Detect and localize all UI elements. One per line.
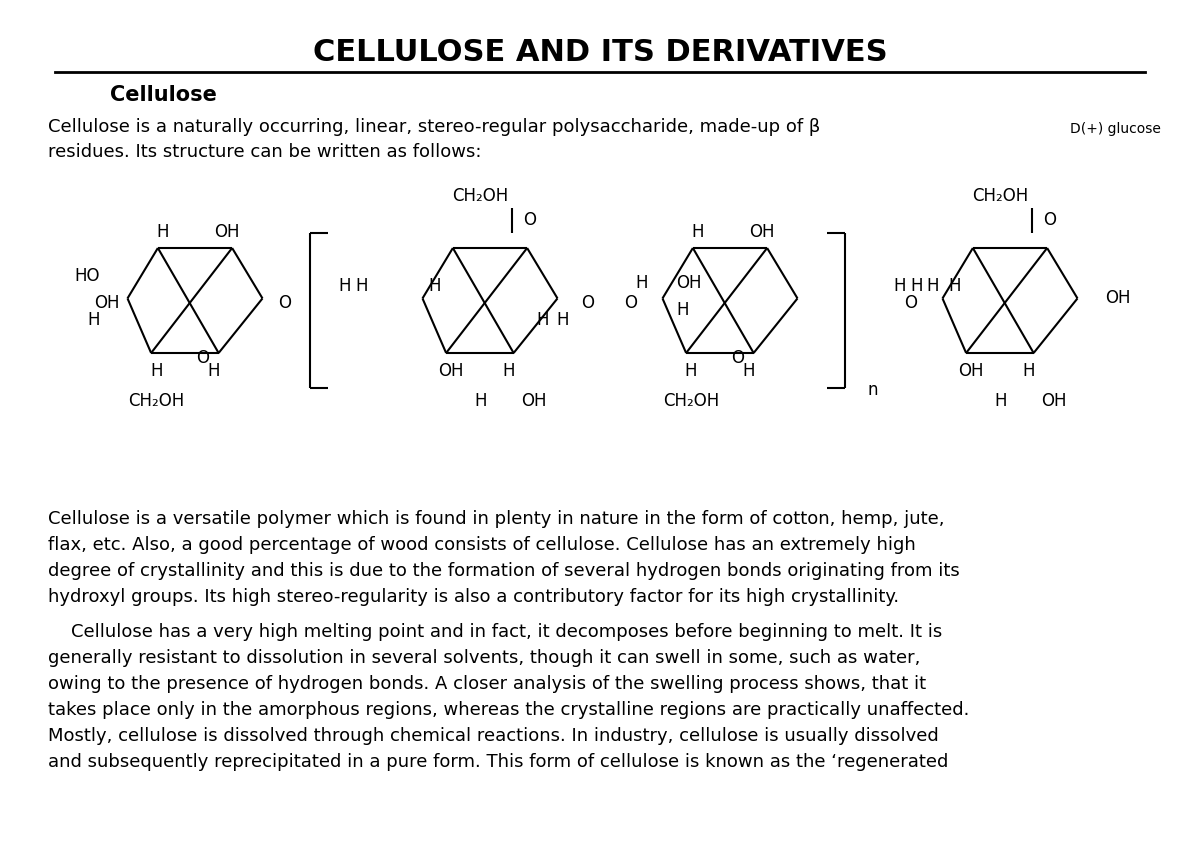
- Text: H: H: [475, 392, 487, 410]
- Text: H: H: [536, 312, 548, 329]
- Text: n: n: [868, 381, 878, 399]
- Text: O: O: [581, 295, 594, 313]
- Text: HO: HO: [74, 267, 100, 285]
- Text: CH₂OH: CH₂OH: [128, 392, 185, 410]
- Text: Cellulose is a versatile polymer which is found in plenty in nature in the form : Cellulose is a versatile polymer which i…: [48, 510, 944, 528]
- Text: H: H: [157, 223, 169, 241]
- Text: Cellulose has a very high melting point and in fact, it decomposes before beginn: Cellulose has a very high melting point …: [48, 623, 942, 641]
- Text: OH: OH: [677, 274, 702, 292]
- Text: degree of crystallinity and this is due to the formation of several hydrogen bon: degree of crystallinity and this is due …: [48, 562, 960, 580]
- Text: generally resistant to dissolution in several solvents, though it can swell in s: generally resistant to dissolution in se…: [48, 649, 920, 667]
- Text: O: O: [278, 295, 292, 313]
- Text: O: O: [624, 295, 637, 313]
- Text: OH: OH: [215, 223, 240, 241]
- Text: Cellulose is a naturally occurring, linear, stereo-regular polysaccharide, made-: Cellulose is a naturally occurring, line…: [48, 118, 821, 136]
- Text: hydroxyl groups. Its high stereo-regularity is also a contributory factor for it: hydroxyl groups. Its high stereo-regular…: [48, 588, 899, 606]
- Text: O: O: [731, 349, 744, 367]
- Text: Mostly, cellulose is dissolved through chemical reactions. In industry, cellulos: Mostly, cellulose is dissolved through c…: [48, 727, 938, 745]
- Text: H: H: [1022, 362, 1034, 380]
- Text: H: H: [428, 277, 440, 295]
- Text: CH₂OH: CH₂OH: [662, 392, 719, 410]
- Text: H: H: [557, 312, 569, 329]
- Text: OH: OH: [438, 362, 464, 380]
- Text: H: H: [926, 277, 938, 295]
- Text: Cellulose: Cellulose: [110, 85, 217, 105]
- Text: H: H: [88, 312, 100, 329]
- Text: H: H: [691, 223, 704, 241]
- Text: OH: OH: [959, 362, 984, 380]
- Text: O: O: [197, 349, 209, 367]
- Text: O: O: [904, 295, 917, 313]
- Text: OH: OH: [94, 295, 120, 313]
- Text: O: O: [1044, 211, 1056, 229]
- Text: D(+) glucose: D(+) glucose: [1070, 122, 1160, 136]
- Text: and subsequently reprecipitated in a pure form. This form of cellulose is known : and subsequently reprecipitated in a pur…: [48, 753, 948, 771]
- Text: OH: OH: [749, 223, 775, 241]
- Text: H: H: [635, 274, 648, 292]
- Text: OH: OH: [1105, 289, 1132, 308]
- Text: takes place only in the amorphous regions, whereas the crystalline regions are p: takes place only in the amorphous region…: [48, 701, 970, 719]
- Text: CELLULOSE AND ITS DERIVATIVES: CELLULOSE AND ITS DERIVATIVES: [313, 38, 887, 67]
- Text: owing to the presence of hydrogen bonds. A closer analysis of the swelling proce: owing to the presence of hydrogen bonds.…: [48, 675, 926, 693]
- Text: H: H: [677, 302, 689, 320]
- Text: H: H: [150, 362, 162, 380]
- Text: H: H: [208, 362, 220, 380]
- Text: CH₂OH: CH₂OH: [972, 187, 1028, 205]
- Text: CH₂OH: CH₂OH: [452, 187, 508, 205]
- Text: residues. Its structure can be written as follows:: residues. Its structure can be written a…: [48, 143, 481, 161]
- Text: OH: OH: [521, 392, 546, 410]
- Text: H: H: [743, 362, 755, 380]
- Text: H: H: [894, 277, 906, 295]
- Text: O: O: [523, 211, 536, 229]
- Text: H: H: [995, 392, 1007, 410]
- Text: H: H: [948, 277, 961, 295]
- Text: flax, etc. Also, a good percentage of wood consists of cellulose. Cellulose has : flax, etc. Also, a good percentage of wo…: [48, 536, 916, 554]
- Text: H: H: [685, 362, 697, 380]
- Text: OH: OH: [1040, 392, 1067, 410]
- Text: H: H: [503, 362, 515, 380]
- Text: H: H: [355, 277, 368, 295]
- Text: H: H: [338, 277, 352, 295]
- Text: H: H: [911, 277, 923, 295]
